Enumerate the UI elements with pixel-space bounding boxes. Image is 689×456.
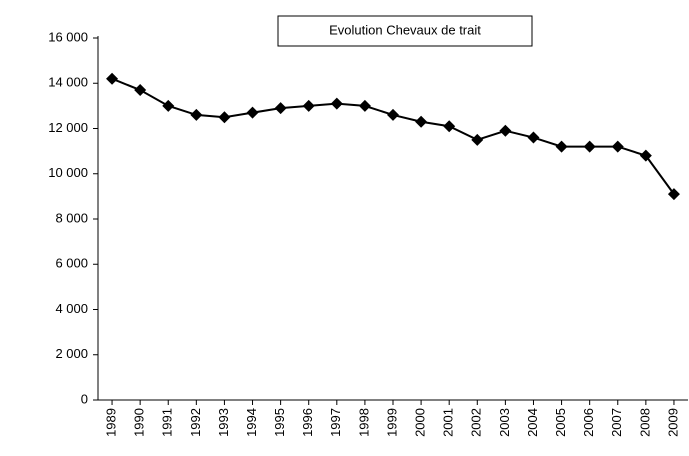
title-box (277, 15, 533, 47)
y-tick-label: 8 000 (55, 210, 88, 225)
marker (330, 97, 343, 110)
marker (415, 115, 428, 128)
x-tick-label: 1989 (103, 408, 118, 437)
marker (106, 72, 119, 85)
line (111, 77, 675, 195)
x-tick-label: 1993 (216, 408, 231, 437)
marker (555, 140, 568, 153)
marker (190, 108, 203, 121)
x-tick-label: 2006 (581, 408, 596, 437)
x-tick-label: 1999 (384, 408, 399, 437)
x-tick-label: 2007 (609, 408, 624, 437)
marker (387, 108, 399, 121)
x-tick-label: 1996 (300, 408, 315, 437)
x-tick-label: 1998 (356, 408, 371, 437)
y-tick-label: 2 000 (55, 346, 88, 361)
marker (302, 99, 315, 112)
y-tick-label: 0 (81, 391, 88, 406)
marker (162, 99, 175, 112)
marker (471, 133, 484, 146)
x-tick-label: 1990 (132, 408, 147, 437)
x-tick-label: 2004 (525, 408, 540, 437)
marker (499, 124, 512, 137)
x-tick-label: 2009 (665, 408, 680, 437)
marker (583, 140, 596, 153)
marker (358, 99, 371, 112)
y-tick-label: 10 000 (48, 165, 88, 180)
x-tick-label: 1992 (188, 408, 203, 437)
marker (274, 102, 287, 115)
marker (611, 140, 624, 153)
marker (246, 106, 259, 119)
y-tick-label: 4 000 (55, 301, 88, 316)
x-tick-label: 1995 (272, 408, 287, 437)
x-tick-label: 2002 (469, 408, 484, 437)
marker (639, 149, 652, 162)
x-tick-label: 1991 (160, 408, 175, 437)
y-tick-label: 12 000 (48, 120, 88, 135)
x-tick-label: 2000 (413, 408, 428, 437)
marker (218, 111, 231, 124)
x-tick-label: 1994 (244, 408, 259, 437)
y-tick-label: 16 000 (48, 29, 88, 44)
x-tick-label: 2008 (637, 408, 652, 437)
x-tick-label: 2005 (553, 408, 568, 437)
marker (527, 131, 540, 144)
x-tick-label: 2001 (441, 408, 456, 437)
x-tick-label: 2003 (497, 408, 512, 437)
marker (443, 120, 456, 133)
marker (667, 188, 680, 201)
x-tick-label: 1997 (328, 408, 343, 437)
marker (134, 84, 147, 97)
y-tick-label: 6 000 (55, 256, 88, 271)
y-tick-label: 14 000 (48, 75, 88, 90)
chart-title: Evolution Chevaux de trait (329, 22, 481, 37)
